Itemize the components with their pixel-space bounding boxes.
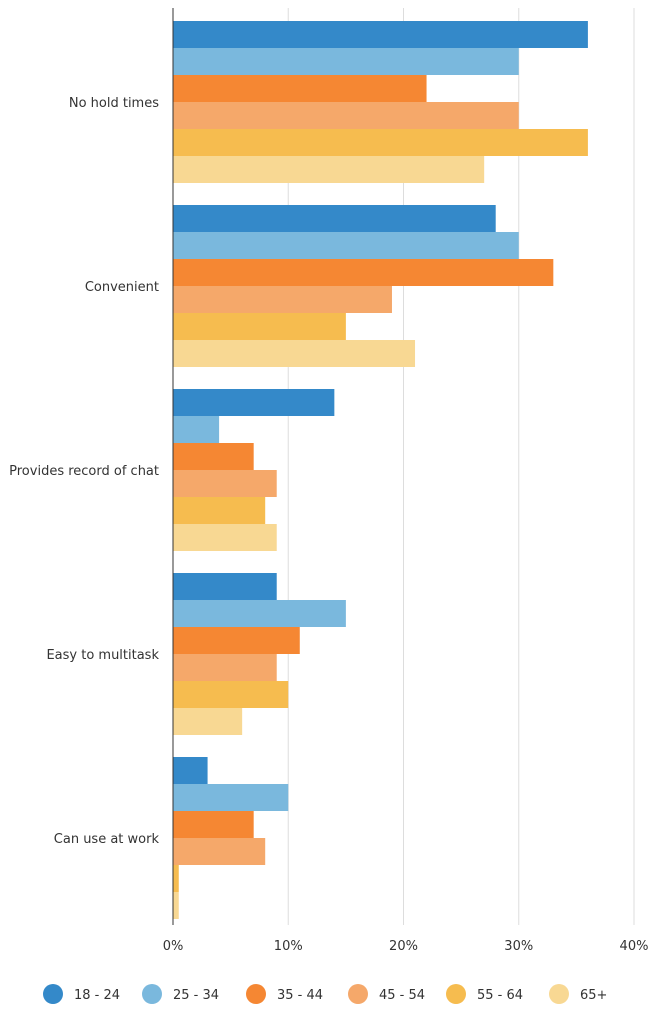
x-tick-label: 10%: [274, 939, 303, 954]
bar[interactable]: [173, 838, 266, 865]
category-label: No hold times: [69, 96, 159, 111]
bar[interactable]: [173, 600, 346, 627]
bar[interactable]: [173, 286, 392, 313]
bar[interactable]: [173, 389, 335, 416]
legend-item[interactable]: 55 - 64: [446, 984, 523, 1004]
legend[interactable]: 18 - 24 25 - 34 35 - 44 45 - 54 55 - 64 65+: [43, 984, 607, 1004]
category-label: Can use at work: [54, 832, 160, 847]
bar[interactable]: [173, 102, 519, 129]
bar[interactable]: [173, 757, 208, 784]
category-label: Convenient: [85, 280, 159, 295]
category-label: Easy to multitask: [46, 648, 159, 663]
bar[interactable]: [173, 259, 554, 286]
legend-label: 18 - 24: [74, 988, 120, 1003]
bar[interactable]: [173, 21, 588, 48]
bar[interactable]: [173, 811, 254, 838]
bar[interactable]: [173, 497, 266, 524]
bar[interactable]: [173, 654, 277, 681]
bar[interactable]: [173, 340, 416, 367]
bar[interactable]: [173, 48, 519, 75]
x-tick-labels: 0% 10% 20% 30% 40%: [163, 939, 649, 954]
legend-label: 45 - 54: [379, 988, 425, 1003]
legend-marker-icon: [549, 984, 569, 1004]
bar[interactable]: [173, 313, 346, 340]
bar[interactable]: [173, 156, 485, 183]
bar[interactable]: [173, 129, 588, 156]
bar[interactable]: [173, 573, 277, 600]
legend-item[interactable]: 35 - 44: [246, 984, 323, 1004]
bar[interactable]: [173, 627, 300, 654]
x-tick-label: 20%: [389, 939, 418, 954]
legend-marker-icon: [446, 984, 466, 1004]
bar[interactable]: [173, 681, 289, 708]
category-labels: No hold times Convenient Provides record o…: [9, 96, 159, 847]
bar[interactable]: [173, 708, 243, 735]
bar[interactable]: [173, 524, 277, 551]
legend-label: 65+: [580, 988, 607, 1003]
legend-item[interactable]: 18 - 24: [43, 984, 120, 1004]
bar[interactable]: [173, 232, 519, 259]
x-tick-label: 40%: [620, 939, 649, 954]
bar[interactable]: [173, 205, 496, 232]
bar[interactable]: [173, 416, 220, 443]
category-label: Provides record of chat: [9, 464, 159, 479]
x-tick-label: 30%: [504, 939, 533, 954]
bar[interactable]: [173, 470, 277, 497]
legend-item[interactable]: 65+: [549, 984, 607, 1004]
legend-label: 55 - 64: [477, 988, 523, 1003]
bar[interactable]: [173, 75, 427, 102]
legend-marker-icon: [142, 984, 162, 1004]
legend-marker-icon: [348, 984, 368, 1004]
legend-item[interactable]: 25 - 34: [142, 984, 219, 1004]
legend-label: 35 - 44: [277, 988, 323, 1003]
bar[interactable]: [173, 443, 254, 470]
x-tick-label: 0%: [163, 939, 184, 954]
legend-label: 25 - 34: [173, 988, 219, 1003]
bar[interactable]: [173, 892, 179, 919]
legend-marker-icon: [43, 984, 63, 1004]
bars: [173, 21, 588, 919]
legend-item[interactable]: 45 - 54: [348, 984, 425, 1004]
legend-marker-icon: [246, 984, 266, 1004]
bar[interactable]: [173, 865, 179, 892]
bar[interactable]: [173, 784, 289, 811]
